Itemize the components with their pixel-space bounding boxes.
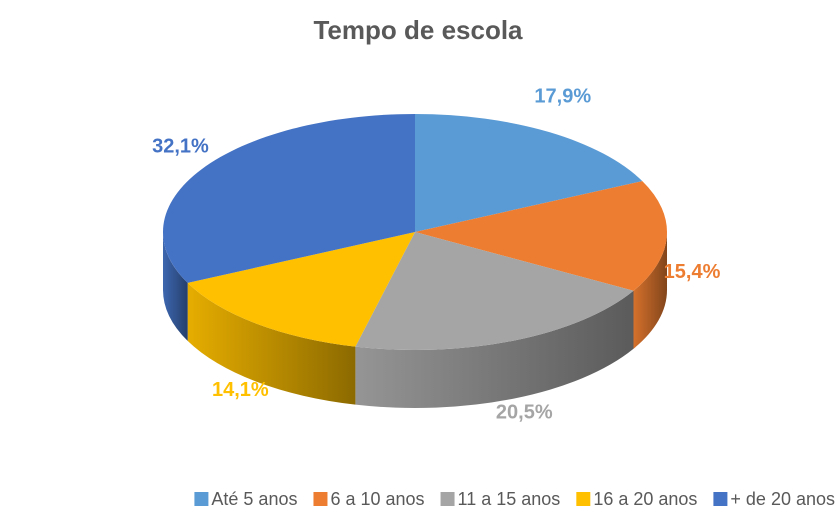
pie-side	[355, 290, 634, 408]
legend-label: 11 a 15 anos	[458, 489, 561, 509]
pie-slice	[163, 114, 415, 283]
data-label: 15,4%	[664, 261, 721, 283]
legend-swatch	[576, 492, 591, 506]
legend-swatch	[313, 492, 328, 506]
pie-side	[187, 282, 356, 405]
legend-label: + de 20 anos	[730, 489, 835, 509]
pie-slice	[187, 232, 415, 347]
pie-side	[633, 232, 667, 349]
pie-side	[163, 232, 188, 341]
data-label: 32,1%	[152, 135, 209, 157]
data-label: 17,9%	[534, 86, 591, 108]
legend-label: 6 a 10 anos	[330, 489, 424, 509]
data-label: 20,5%	[496, 401, 553, 423]
legend: Até 5 anos 6 a 10 anos 11 a 15 anos 16 a 20…	[194, 489, 835, 509]
legend-swatch	[713, 492, 728, 506]
legend-swatch	[440, 492, 455, 506]
pie-slice	[415, 114, 643, 232]
legend-label: 16 a 20 anos	[593, 489, 697, 509]
chart-title: Tempo de escola	[313, 15, 523, 45]
data-label: 14,1%	[212, 379, 269, 401]
pie-slice	[415, 181, 667, 291]
pie-slice	[355, 232, 634, 351]
legend-label: Até 5 anos	[211, 489, 297, 509]
legend-swatch	[194, 492, 209, 506]
